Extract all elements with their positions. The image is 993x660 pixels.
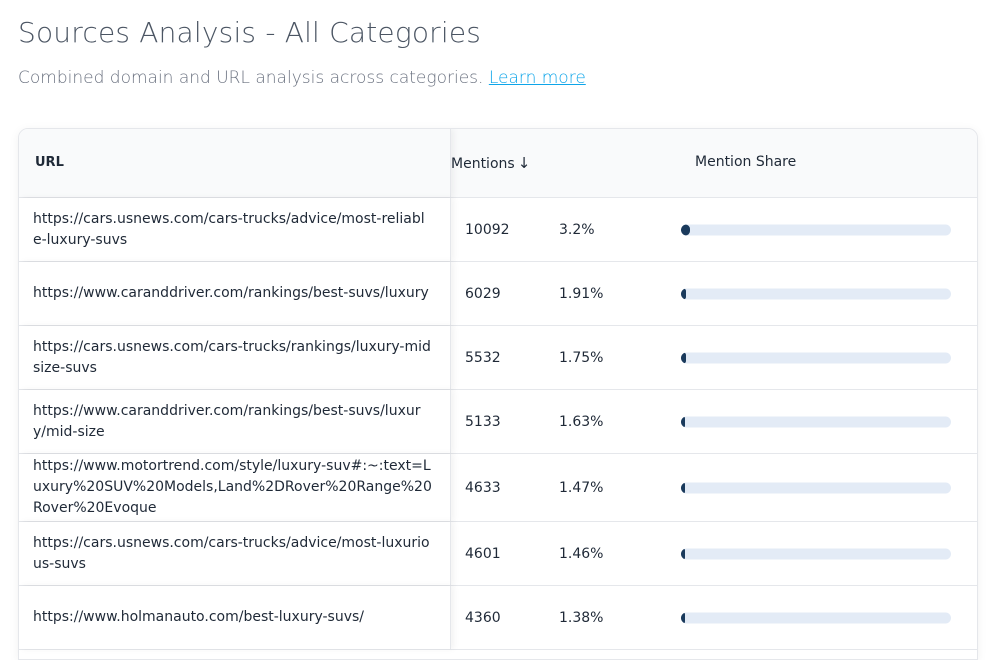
share-percent: 1.38% [559,609,604,626]
mention-share-bar-fill [681,352,686,363]
url-text[interactable]: https://www.caranddriver.com/rankings/be… [33,402,421,440]
mention-share-bar-track [681,224,951,235]
share-percent: 1.46% [559,545,604,562]
share-percent: 1.63% [559,413,604,430]
table-header: URL Mentions ↓ Mention Share [19,129,977,198]
mention-share-column-header[interactable]: Mention Share [695,154,796,170]
url-cell: https://www.caranddriver.com/rankings/be… [19,390,451,453]
share-percent: 1.91% [559,285,604,302]
url-text[interactable]: https://cars.usnews.com/cars-trucks/advi… [33,534,430,572]
sources-analysis-page: Sources Analysis - All Categories Combin… [18,16,978,660]
mentions-value: 5133 [465,413,501,430]
mention-share-bar-fill [681,224,690,235]
table-body: https://cars.usnews.com/cars-trucks/advi… [19,198,977,650]
url-cell: https://cars.usnews.com/cars-trucks/rank… [19,326,451,389]
mentions-value: 10092 [465,221,510,238]
url-cell: https://cars.usnews.com/cars-trucks/advi… [19,522,451,585]
mentions-value: 6029 [465,285,501,302]
arrow-down-icon[interactable]: ↓ [517,154,531,172]
url-text[interactable]: https://www.motortrend.com/style/luxury-… [33,458,432,516]
mention-share-bar-track [681,482,951,493]
url-cell: https://www.motortrend.com/style/luxury-… [19,454,451,521]
mentions-value: 5532 [465,349,501,366]
mention-share-bar-fill [681,288,686,299]
page-subtitle: Combined domain and URL analysis across … [18,68,586,88]
table-row[interactable]: https://www.motortrend.com/style/luxury-… [19,454,977,522]
table-row[interactable]: https://cars.usnews.com/cars-trucks/advi… [19,198,977,262]
table-row[interactable]: https://cars.usnews.com/cars-trucks/rank… [19,326,977,390]
url-cell: https://www.holmanauto.com/best-luxury-s… [19,586,451,649]
mention-share-bar-track [681,352,951,363]
mention-share-bar-fill [681,416,685,427]
url-text[interactable]: https://www.holmanauto.com/best-luxury-s… [33,609,365,625]
sources-table: URL Mentions ↓ Mention Share https://cars… [18,128,978,660]
mention-share-column-label: Mention Share [695,154,797,170]
page-title: Sources Analysis - All Categories [18,16,482,49]
mention-share-bar-track [681,548,951,559]
share-percent: 1.75% [559,349,604,366]
table-row[interactable]: https://cars.usnews.com/cars-trucks/advi… [19,522,977,586]
url-text[interactable]: https://cars.usnews.com/cars-trucks/advi… [33,210,425,248]
table-row[interactable]: https://www.caranddriver.com/rankings/be… [19,262,977,326]
mentions-column-label: Mentions [451,156,515,172]
url-column-label: URL [35,155,64,170]
share-percent: 3.2% [559,221,595,238]
url-cell: https://www.caranddriver.com/rankings/be… [19,262,451,325]
mentions-value: 4601 [465,545,501,562]
url-text[interactable]: https://www.caranddriver.com/rankings/be… [33,285,429,301]
mentions-value: 4360 [465,609,501,626]
url-column-header[interactable]: URL [19,129,451,197]
share-percent: 1.47% [559,479,604,496]
mention-share-bar-track [681,416,951,427]
mentions-value: 4633 [465,479,501,496]
mention-share-bar-track [681,612,951,623]
mention-share-bar-fill [681,482,685,493]
table-row[interactable]: https://www.caranddriver.com/rankings/be… [19,390,977,454]
mentions-column-header[interactable]: Mentions ↓ [451,154,530,172]
learn-more-link[interactable]: Learn more [488,68,586,88]
table-row[interactable]: https://www.holmanauto.com/best-luxury-s… [19,586,977,650]
url-cell: https://cars.usnews.com/cars-trucks/advi… [19,198,451,261]
mention-share-bar-fill [681,548,685,559]
url-text[interactable]: https://cars.usnews.com/cars-trucks/rank… [33,338,431,376]
subtitle-text: Combined domain and URL analysis across … [18,68,484,88]
mention-share-bar-fill [681,612,685,623]
mention-share-bar-track [681,288,951,299]
